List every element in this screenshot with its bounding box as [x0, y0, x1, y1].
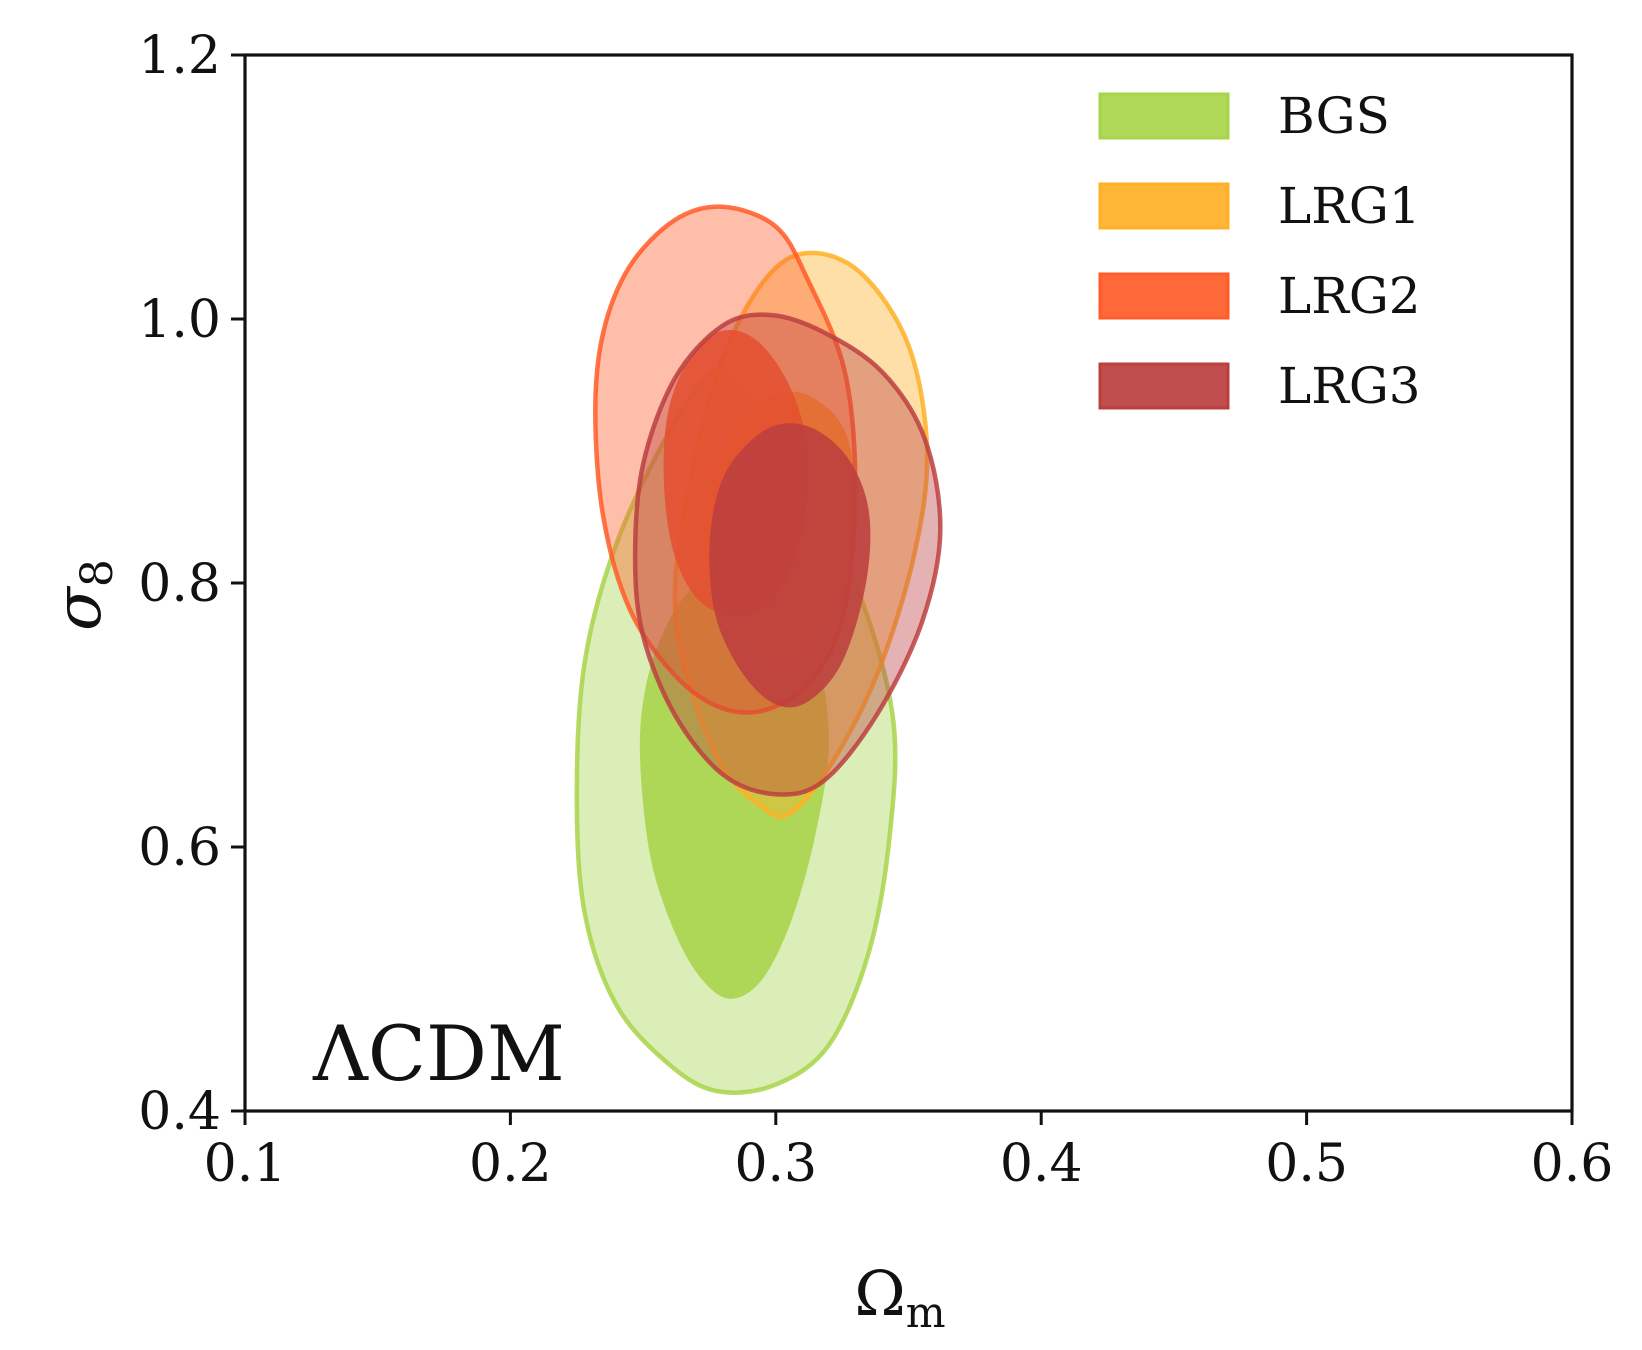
legend-swatch-bgs: [1098, 92, 1230, 140]
y-tick-label: 0.8: [138, 554, 221, 614]
legend-swatch-lrg1: [1098, 182, 1230, 230]
annotation-lcdm: ΛCDM: [312, 1009, 565, 1098]
y-tick-label: 1.2: [138, 26, 221, 86]
legend-label-lrg3: LRG3: [1278, 357, 1421, 415]
legend-label-bgs: BGS: [1278, 87, 1390, 145]
contours-layer: [574, 204, 943, 1095]
x-tick-label: 0.1: [204, 1134, 287, 1194]
x-axis-title-main: Ω: [854, 1257, 905, 1330]
legend-label-lrg2: LRG2: [1278, 267, 1421, 325]
y-tick-label: 0.6: [138, 818, 221, 878]
y-axis-title-main: σ: [42, 585, 116, 631]
y-tick-label: 1.0: [138, 290, 221, 350]
y-tick-label: 0.4: [138, 1082, 221, 1142]
y-axis-title-sub: 8: [72, 559, 123, 587]
legend-swatch-lrg2: [1098, 272, 1230, 320]
x-tick-label: 0.6: [1531, 1134, 1614, 1194]
x-axis-title: Ωm: [854, 1257, 945, 1337]
x-tick-label: 0.4: [1000, 1134, 1083, 1194]
x-tick-label: 0.2: [469, 1134, 552, 1194]
legend: BGS LRG1 LRG2 LRG3: [1098, 87, 1421, 415]
legend-swatch-lrg3: [1098, 362, 1230, 410]
y-axis-title: σ8: [42, 559, 123, 631]
legend-label-lrg1: LRG1: [1278, 177, 1421, 235]
x-tick-label: 0.5: [1265, 1134, 1348, 1194]
x-tick-label: 0.3: [734, 1134, 817, 1194]
x-axis-title-sub: m: [906, 1288, 946, 1337]
contour-68-lrg3: [709, 423, 871, 708]
ticks-layer: 0.1 0.2 0.3 0.4 0.5 0.6 0.4 0.6 0.8 1.0 1.2: [138, 26, 1613, 1194]
